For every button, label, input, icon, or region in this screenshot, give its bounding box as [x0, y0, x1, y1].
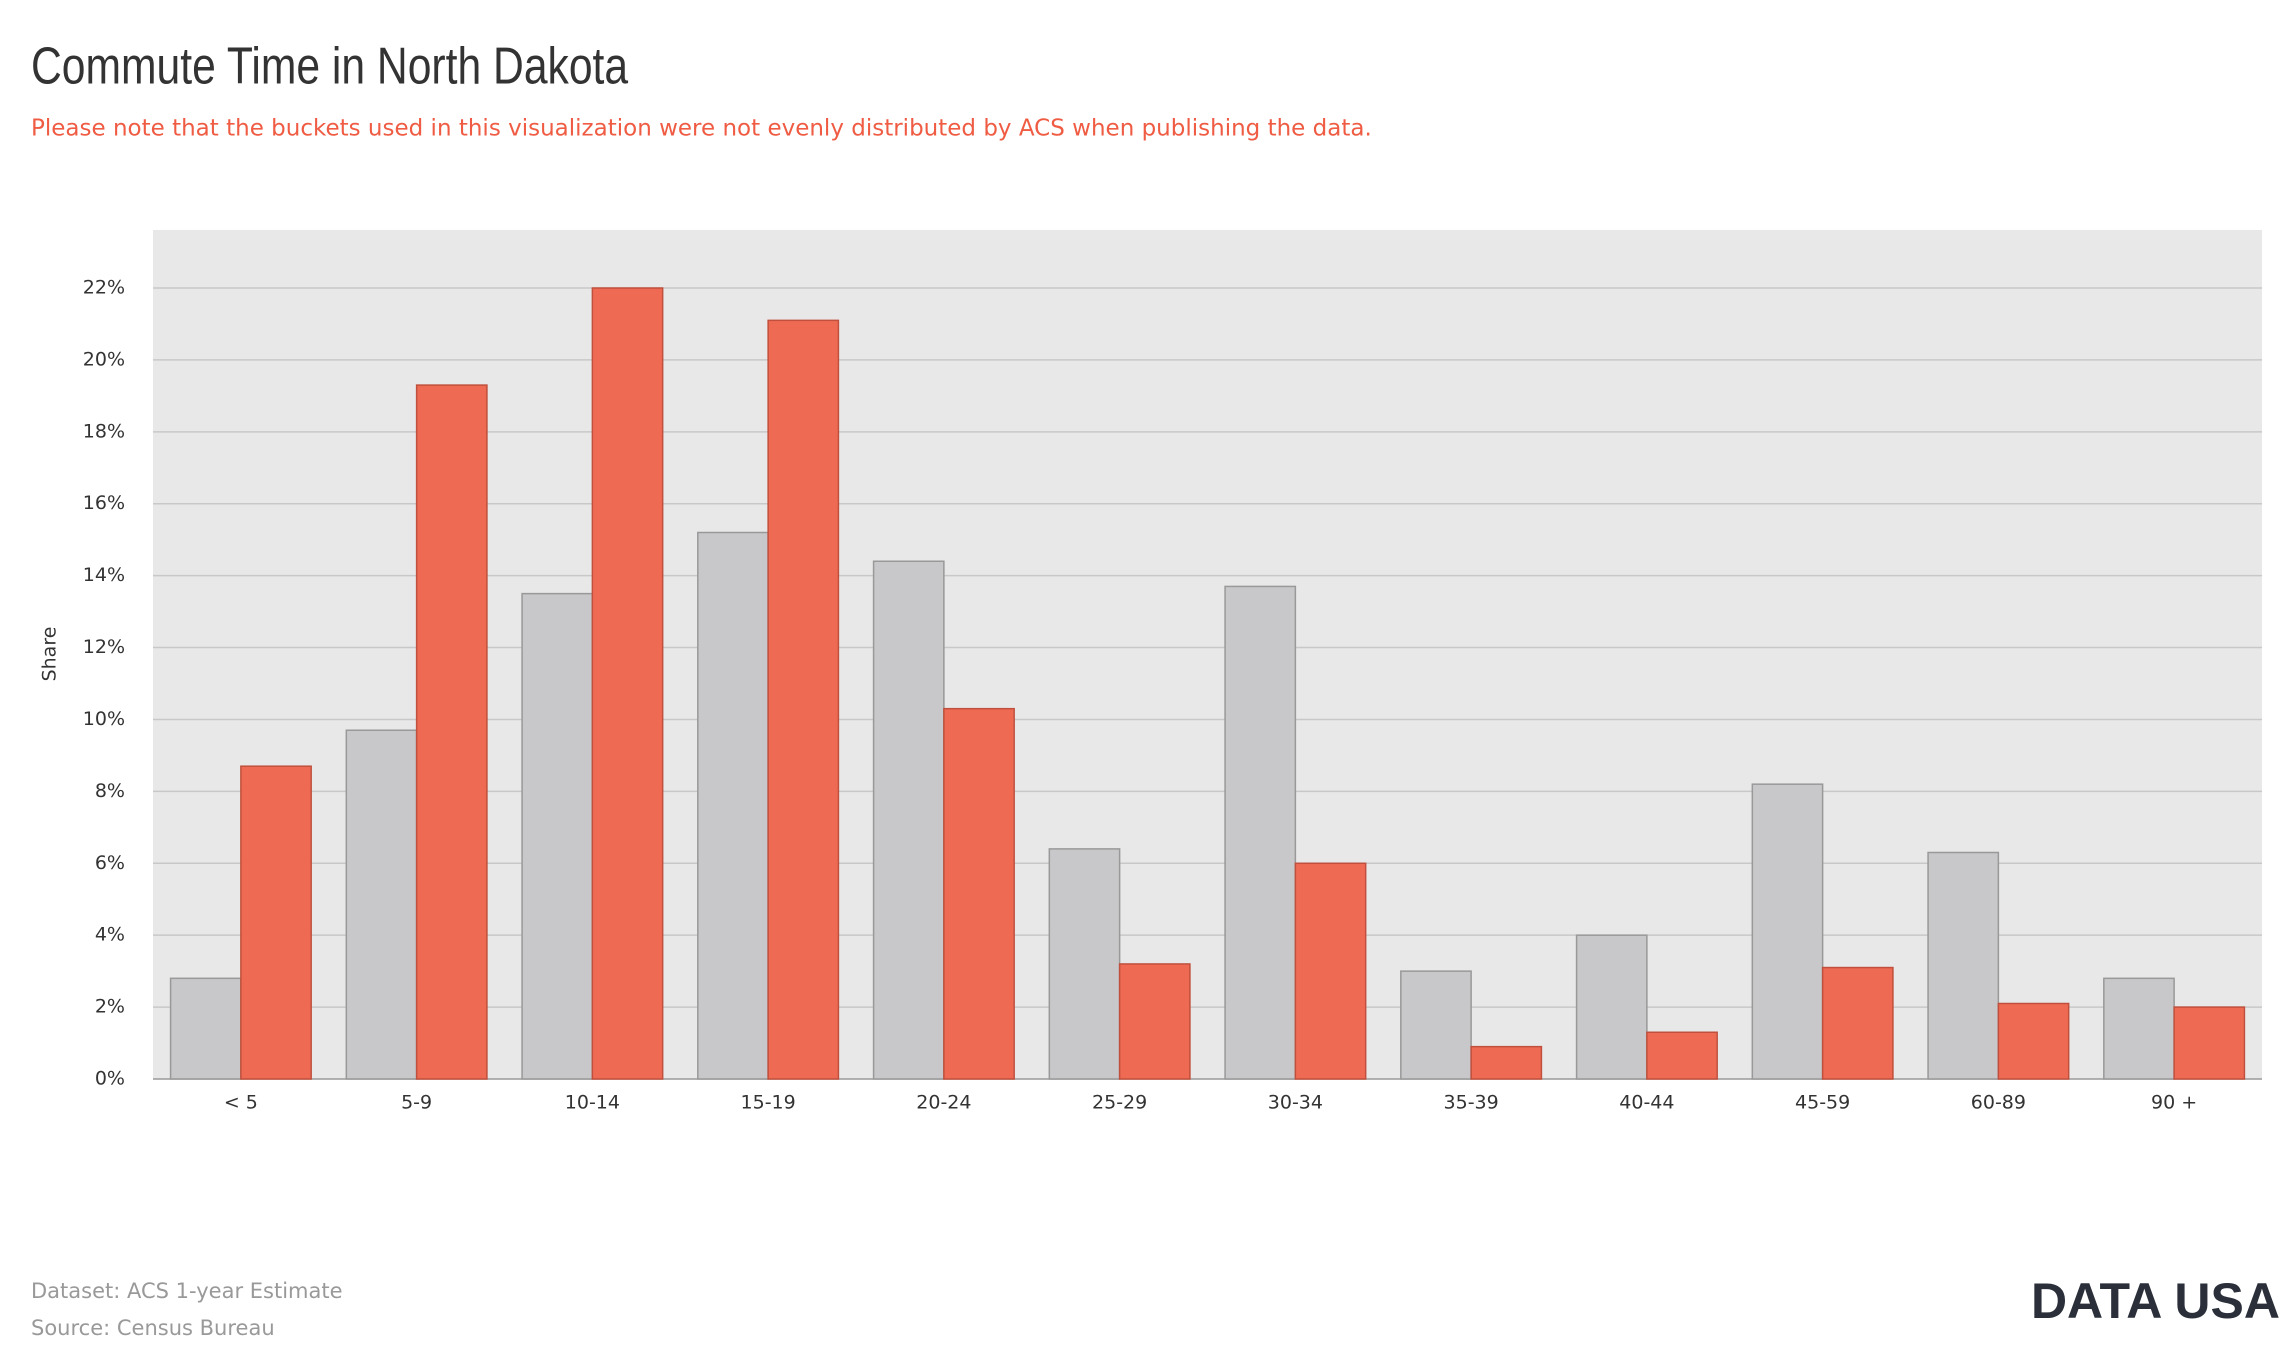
bar: [415, 384, 488, 1080]
dataset-note: Dataset: ACS 1-year Estimate: [31, 1279, 343, 1303]
bar: [872, 560, 945, 1080]
x-tick-label: 90 +: [2151, 1092, 2197, 1114]
y-tick-label: 4%: [95, 924, 125, 946]
bar: [1294, 862, 1367, 1080]
bar: [1997, 1002, 2070, 1080]
bar: [1400, 970, 1472, 1080]
bar: [240, 765, 312, 1080]
bar: [169, 977, 242, 1080]
bar: [1646, 1031, 1718, 1080]
x-tick-label: 20-24: [916, 1092, 971, 1114]
x-tick-label: < 5: [224, 1092, 258, 1114]
bar: [1118, 963, 1191, 1080]
bar: [1470, 1045, 1543, 1080]
y-tick-label: 8%: [95, 780, 125, 802]
y-tick-label: 6%: [95, 852, 125, 874]
bar: [1224, 585, 1297, 1080]
x-tick-label: 35-39: [1444, 1092, 1499, 1114]
y-tick-label: 0%: [95, 1068, 125, 1090]
y-axis-label: Share: [39, 627, 61, 682]
y-tick-label: 16%: [83, 492, 125, 514]
x-tick-label: 10-14: [565, 1092, 620, 1114]
bar: [943, 707, 1015, 1080]
x-tick-label: 25-29: [1092, 1092, 1147, 1114]
bar: [1048, 848, 1121, 1080]
x-tick-label: 40-44: [1619, 1092, 1674, 1114]
chart-subtitle: Please note that the buckets used in thi…: [31, 116, 1372, 142]
source-note: Source: Census Bureau: [31, 1316, 275, 1340]
bar: [345, 729, 418, 1080]
bar: [2103, 977, 2175, 1080]
x-tick-label: 45-59: [1795, 1092, 1850, 1114]
bar: [591, 287, 664, 1080]
plot-background: [153, 230, 2262, 1079]
x-tick-label: 30-34: [1268, 1092, 1323, 1114]
bar: [2173, 1006, 2246, 1080]
bar: [1821, 966, 1894, 1080]
bar: [1575, 934, 1648, 1080]
x-tick-label: 5-9: [401, 1092, 432, 1114]
bar: [1927, 851, 2000, 1080]
bar: [521, 592, 594, 1080]
y-tick-label: 12%: [83, 636, 125, 658]
x-tick-label: 15-19: [741, 1092, 796, 1114]
logo: DATA USA: [2031, 1273, 2280, 1329]
y-tick-label: 22%: [83, 277, 125, 299]
y-tick-label: 10%: [83, 708, 125, 730]
chart-title: Commute Time in North Dakota: [31, 38, 629, 96]
bar: [697, 531, 769, 1080]
y-tick-label: 14%: [83, 564, 125, 586]
y-tick-label: 18%: [83, 420, 125, 442]
bar: [1751, 783, 1824, 1080]
bar: [767, 319, 840, 1080]
x-tick-label: 60-89: [1971, 1092, 2026, 1114]
y-tick-label: 20%: [83, 348, 125, 370]
y-tick-label: 2%: [95, 996, 125, 1018]
